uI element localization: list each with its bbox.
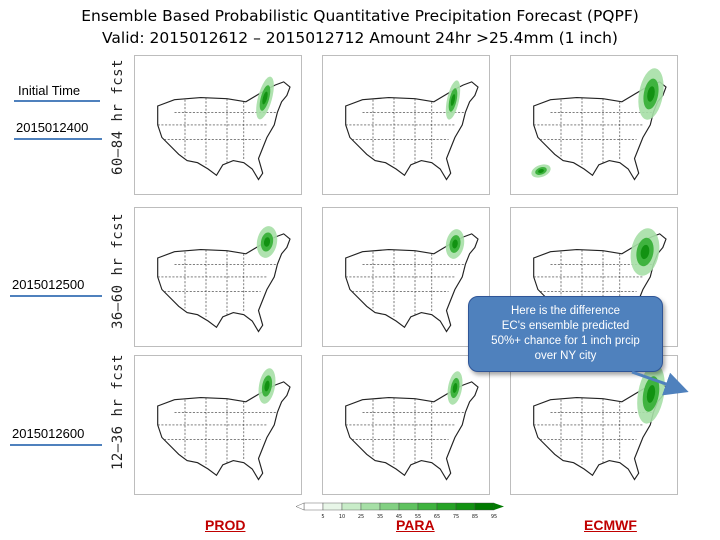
- colorbar-tick-label: 55: [415, 514, 421, 520]
- colorbar-tick-label: 35: [377, 514, 383, 520]
- row-2-date-label: 2015012500: [12, 277, 85, 292]
- model-label-ecmwf: ECMWF: [584, 517, 637, 533]
- colorbar-tick-label: 25: [358, 514, 364, 520]
- map-panel-ecmwf-row-1: [510, 55, 678, 195]
- colorbar-tick-label: 10: [339, 514, 345, 520]
- colorbar-tick-label: 95: [491, 514, 497, 520]
- colorbar-segment: [341, 502, 362, 511]
- us-map: [533, 364, 667, 481]
- us-map: [345, 371, 479, 481]
- row-3-date-label: 2015012600: [12, 426, 85, 441]
- colorbar-segment: [398, 502, 419, 511]
- colorbar-segment: [379, 502, 400, 511]
- map-panel-prod-row-3: [134, 355, 302, 495]
- us-map: [345, 229, 479, 333]
- slide-title-line-2: Valid: 2015012612 – 2015012712 Amount 24…: [102, 29, 618, 47]
- colorbar-tick-label: 75: [453, 514, 459, 520]
- colorbar-tick-label: 85: [472, 514, 478, 520]
- colorbar-segment: [322, 502, 343, 511]
- model-label-para: PARA: [396, 517, 435, 533]
- difference-callout: Here is the difference EC's ensemble pre…: [468, 296, 663, 372]
- callout-line-1: Here is the difference: [510, 305, 621, 317]
- row-1-date-underline: [14, 138, 102, 140]
- row-3-date-underline: [10, 444, 102, 446]
- row-1-date-label: 2015012400: [16, 120, 89, 135]
- colorbar-tick-label: 5: [321, 514, 324, 520]
- colorbar-segment: [303, 502, 324, 511]
- us-map: [345, 80, 479, 181]
- slide-title-line-1: Ensemble Based Probabilistic Quantitativ…: [81, 7, 639, 25]
- row-3-forecast-label: 12–36 hr fcst: [110, 353, 126, 471]
- map-panel-ecmwf-row-3: [510, 355, 678, 495]
- row-2-forecast-label: 36–60 hr fcst: [110, 212, 126, 330]
- colorbar-segment: [436, 502, 457, 511]
- map-panel-prod-row-1: [134, 55, 302, 195]
- initial-time-label: Initial Time: [18, 83, 81, 98]
- colorbar-segment: [455, 502, 476, 511]
- row-1-forecast-label: 60–84 hr fcst: [110, 58, 126, 176]
- callout-line-3: 50%+ chance for 1 inch prcip: [491, 335, 640, 347]
- initial-time-underline: [14, 100, 100, 102]
- us-map: [157, 226, 291, 333]
- colorbar-tick-label: 45: [396, 514, 402, 520]
- callout-line-2: EC's ensemble predicted: [501, 320, 630, 332]
- us-map: [157, 368, 291, 481]
- us-map: [531, 68, 667, 181]
- colorbar-segment: [360, 502, 381, 511]
- probability-colorbar: 5 10 25 35 45 55 65 75 85 95: [295, 502, 504, 520]
- map-panel-prod-row-2: [134, 207, 302, 347]
- colorbar-segment: [417, 502, 438, 511]
- colorbar-tick-label: 65: [434, 514, 440, 520]
- row-2-date-underline: [10, 295, 102, 297]
- colorbar-segment: [474, 502, 495, 511]
- map-panel-para-row-3: [322, 355, 490, 495]
- map-panel-para-row-1: [322, 55, 490, 195]
- callout-line-4: over NY city: [534, 350, 597, 362]
- model-label-prod: PROD: [205, 517, 246, 533]
- map-panel-para-row-2: [322, 207, 490, 347]
- us-map: [157, 76, 291, 181]
